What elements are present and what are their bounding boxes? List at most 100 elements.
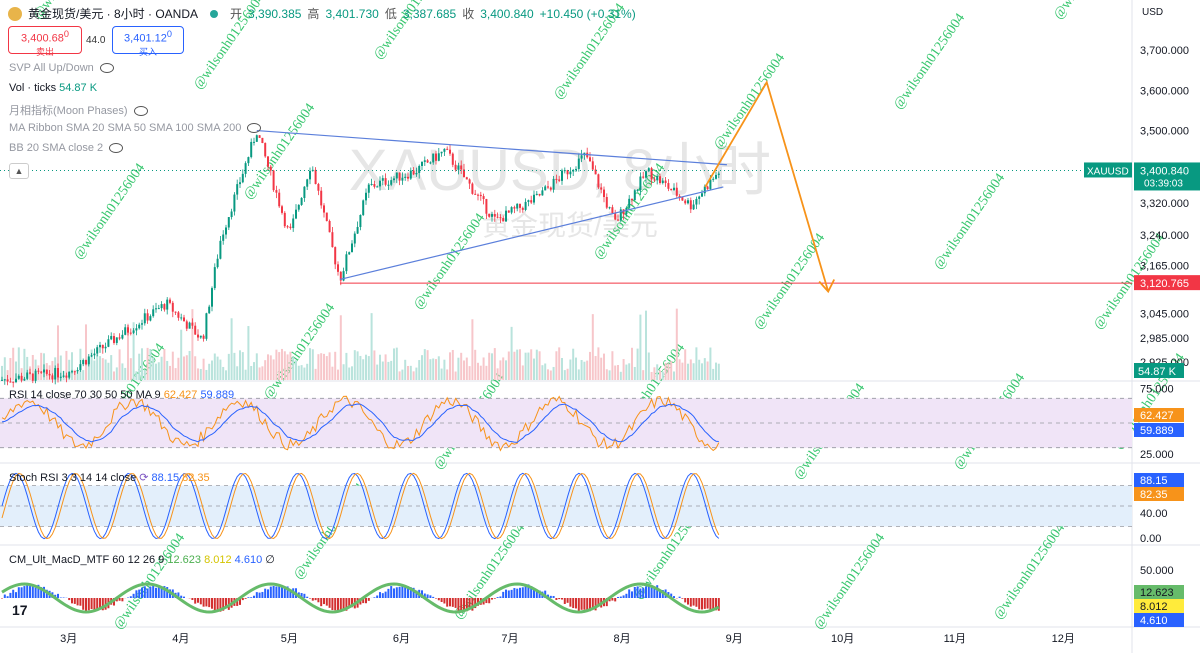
eye-hidden-icon[interactable]: [109, 143, 124, 154]
macd-histogram-bar: [474, 598, 477, 609]
candle: [465, 177, 468, 180]
macd-histogram-bar: [76, 598, 79, 606]
candle: [451, 153, 454, 165]
volume-bar: [541, 365, 544, 380]
candle: [482, 196, 485, 200]
volume-bar: [138, 353, 141, 380]
candle: [309, 170, 311, 180]
macd-tag-3-bg: [1134, 613, 1184, 627]
collapse-legend-button[interactable]: ▲: [9, 163, 29, 179]
macd-histogram-bar: [544, 590, 547, 598]
macd-histogram-bar: [435, 598, 437, 599]
macd-histogram-bar: [87, 598, 90, 611]
volume-bar: [311, 349, 314, 380]
macd-histogram-bar: [423, 593, 426, 598]
candle: [631, 198, 633, 201]
volume-bar: [129, 358, 132, 380]
volume-bar: [622, 359, 625, 380]
rsi-line: [1, 395, 720, 452]
candle: [258, 135, 261, 138]
symbol-title[interactable]: 黄金现货/美元 · 8小时 · OANDA: [28, 7, 199, 21]
macd-histogram-bar: [152, 584, 155, 598]
stoch-legend[interactable]: Stoch RSI 3 3 14 14 close ⟳ 88.15 82.35: [9, 471, 210, 484]
macd-histogram-bar: [236, 598, 239, 606]
buy-button[interactable]: 3,401.120 买入: [112, 26, 184, 57]
volume-bar: [703, 358, 706, 380]
indicator-bb[interactable]: BB 20 SMA close 2: [9, 142, 124, 154]
macd-histogram-bar: [631, 591, 633, 598]
candle: [202, 335, 205, 339]
volume-bar: [59, 355, 62, 380]
volume-bar: [656, 364, 659, 380]
time-tick: 8月: [613, 633, 630, 645]
candle: [625, 207, 628, 215]
rsi-legend[interactable]: RSI 14 close 70 30 50 50 MA 9 62.427 59.…: [9, 389, 234, 401]
volume-bar: [365, 354, 367, 380]
volume-bar: [393, 348, 395, 380]
macd-histogram-bar: [390, 586, 393, 598]
candle: [194, 325, 197, 335]
macd-histogram-bar: [404, 586, 407, 598]
high-label: 高: [307, 7, 320, 21]
macd-histogram-bar: [555, 598, 558, 600]
candle: [118, 337, 121, 339]
macd-histogram-bar: [267, 589, 269, 598]
macd-histogram-bar: [505, 589, 507, 598]
candle: [68, 371, 71, 378]
macd-histogram-bar: [331, 598, 334, 611]
candle: [138, 324, 141, 329]
macd-legend[interactable]: CM_Ult_MacD_MTF 60 12 26 9 12.623 8.012 …: [9, 553, 275, 566]
candle: [286, 226, 289, 228]
indicator-volume[interactable]: Vol · ticks 54.87 K: [9, 82, 97, 94]
candle: [516, 203, 519, 209]
volume-bar: [401, 369, 404, 380]
candle: [460, 165, 463, 170]
volume-bar: [300, 365, 303, 380]
macd-histogram-bar: [141, 587, 143, 598]
macd-histogram-bar: [530, 586, 533, 598]
candle: [404, 176, 407, 178]
volume-bar: [342, 364, 345, 380]
candle: [233, 194, 236, 212]
candle: [34, 370, 37, 381]
candle: [73, 371, 76, 373]
volume-bar: [370, 313, 373, 380]
candle: [211, 288, 213, 307]
indicator-moon[interactable]: 月相指标(Moon Phases): [9, 102, 148, 118]
volume-bar: [185, 355, 188, 380]
candle: [653, 179, 656, 181]
time-tick: 9月: [726, 633, 743, 645]
volume-bar: [594, 356, 597, 380]
volume-bar: [135, 371, 138, 380]
candle: [558, 179, 561, 181]
macd-histogram-bar: [499, 596, 502, 598]
volume-bar: [31, 354, 34, 380]
price-tick: 2,985.000: [1140, 333, 1189, 345]
user-watermark: @wilsonh01256004: [411, 211, 488, 312]
sell-button[interactable]: 3,400.680 卖出: [8, 26, 82, 57]
volume-bar: [379, 354, 381, 380]
volume-bar: [303, 367, 306, 380]
volume-bar: [356, 351, 359, 380]
candle: [513, 207, 516, 209]
candle: [639, 176, 642, 191]
volume-bar: [141, 348, 143, 380]
volume-bar: [96, 354, 99, 380]
macd-histogram-bar: [533, 588, 535, 598]
eye-hidden-icon[interactable]: [99, 63, 114, 74]
candle: [362, 200, 365, 215]
candle: [684, 200, 687, 204]
currency-label[interactable]: USD: [1142, 7, 1164, 18]
macd-histogram-bar: [485, 598, 488, 604]
candle: [40, 371, 43, 373]
eye-hidden-icon[interactable]: [133, 106, 148, 117]
candle: [314, 169, 317, 185]
time-tick: 5月: [281, 633, 298, 645]
indicator-ribbon[interactable]: MA Ribbon SMA 20 SMA 50 SMA 100 SMA 200: [9, 122, 262, 134]
indicator-svp[interactable]: SVP All Up/Down: [9, 62, 114, 74]
candle: [250, 141, 253, 158]
candle: [9, 381, 12, 383]
candle: [328, 220, 331, 233]
eye-hidden-icon[interactable]: [247, 123, 262, 134]
candle: [717, 173, 720, 175]
